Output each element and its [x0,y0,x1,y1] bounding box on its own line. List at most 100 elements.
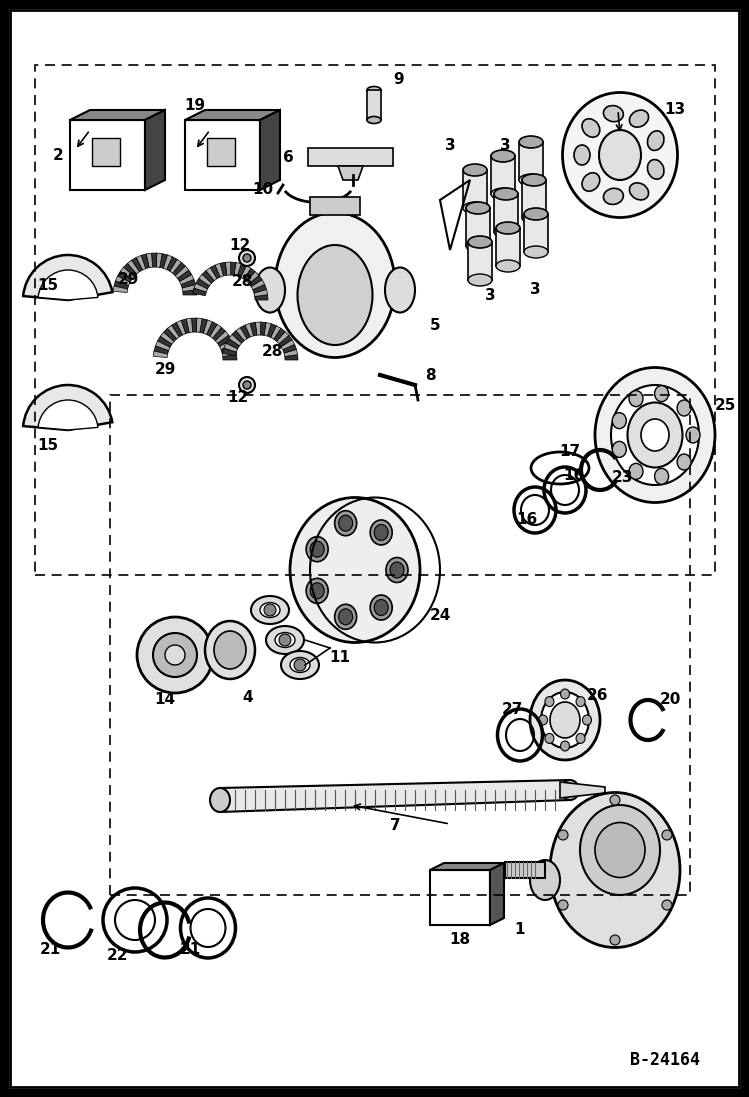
Ellipse shape [545,734,554,744]
Ellipse shape [550,792,680,948]
Polygon shape [261,323,266,336]
Ellipse shape [466,240,490,252]
Polygon shape [172,323,183,337]
Text: 16: 16 [563,468,585,484]
Ellipse shape [335,511,357,535]
Circle shape [662,900,672,911]
Ellipse shape [306,536,328,562]
Ellipse shape [629,183,649,200]
Polygon shape [490,863,504,925]
Polygon shape [198,274,211,286]
Polygon shape [250,323,257,336]
Text: 19: 19 [184,98,205,113]
Polygon shape [70,110,165,120]
Text: 28: 28 [231,274,252,290]
Ellipse shape [494,188,518,200]
Ellipse shape [466,202,490,214]
Ellipse shape [260,602,280,618]
Polygon shape [157,337,172,348]
Ellipse shape [519,174,543,186]
Polygon shape [202,271,214,283]
Ellipse shape [310,583,324,599]
Text: 21: 21 [179,942,201,958]
Ellipse shape [297,245,372,344]
Circle shape [558,900,568,911]
Polygon shape [228,335,241,346]
Ellipse shape [582,118,600,137]
Ellipse shape [374,524,388,541]
Ellipse shape [576,697,585,706]
Polygon shape [113,286,127,293]
Ellipse shape [496,260,520,272]
Ellipse shape [374,600,388,615]
Polygon shape [210,265,220,279]
Polygon shape [236,328,247,341]
Ellipse shape [604,105,623,122]
Ellipse shape [647,131,664,150]
Text: B-24164: B-24164 [630,1051,700,1068]
Text: 13: 13 [664,102,685,117]
Circle shape [264,604,276,617]
Ellipse shape [560,689,569,699]
Text: 8: 8 [425,367,435,383]
Text: 6: 6 [282,150,294,166]
Ellipse shape [629,463,643,479]
Polygon shape [163,255,172,270]
Polygon shape [255,295,268,299]
Text: 25: 25 [715,397,736,412]
Polygon shape [114,281,129,289]
Polygon shape [153,351,168,358]
Ellipse shape [519,136,543,148]
Ellipse shape [539,715,548,725]
Circle shape [165,645,185,665]
Ellipse shape [583,715,592,725]
Bar [207,138,235,166]
Ellipse shape [385,268,415,313]
Bar [519,142,543,180]
Ellipse shape [541,692,589,748]
Ellipse shape [604,189,623,204]
Ellipse shape [339,609,353,625]
Polygon shape [203,320,212,335]
Polygon shape [308,148,393,166]
Ellipse shape [339,516,353,531]
Ellipse shape [560,740,569,751]
Polygon shape [213,327,225,341]
Polygon shape [224,343,237,352]
Text: 29: 29 [118,272,139,287]
Ellipse shape [612,412,626,429]
Polygon shape [251,280,264,290]
Ellipse shape [524,208,548,220]
Ellipse shape [370,520,392,545]
Ellipse shape [550,702,580,738]
Ellipse shape [595,823,645,878]
Polygon shape [222,350,237,357]
Ellipse shape [468,274,492,286]
Polygon shape [185,110,280,120]
Text: 20: 20 [659,692,681,708]
Polygon shape [430,863,504,870]
Polygon shape [145,110,165,190]
Circle shape [279,634,291,646]
Polygon shape [163,328,177,341]
Bar [463,170,487,208]
Wedge shape [38,270,98,299]
Polygon shape [285,354,298,360]
Polygon shape [222,354,237,360]
Polygon shape [185,120,260,190]
Text: 28: 28 [261,344,282,360]
Polygon shape [160,332,174,344]
Circle shape [610,795,620,805]
Ellipse shape [629,110,649,127]
Polygon shape [232,330,244,343]
Polygon shape [226,339,240,349]
Polygon shape [192,318,197,332]
Polygon shape [222,348,236,355]
Ellipse shape [576,734,585,744]
Polygon shape [264,323,271,336]
Polygon shape [245,324,253,337]
Text: 26: 26 [586,688,607,702]
Polygon shape [240,265,251,279]
Ellipse shape [468,236,492,248]
Polygon shape [180,274,194,284]
